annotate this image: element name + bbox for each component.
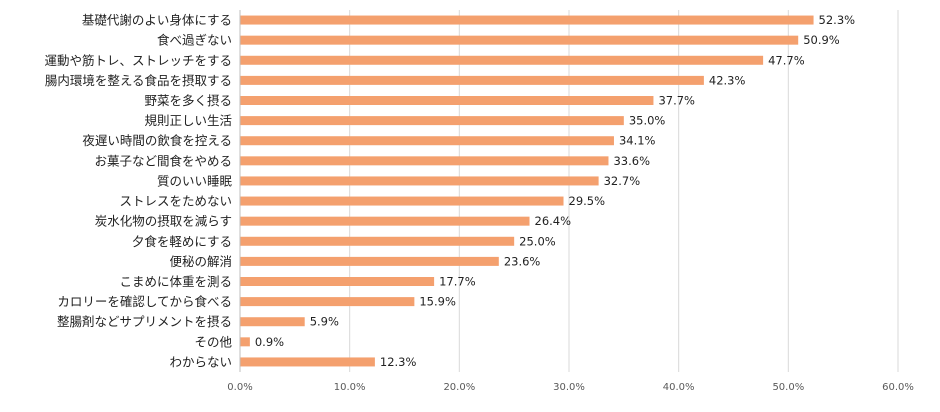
category-label: 食べ過ぎない [157,33,232,48]
bar [240,116,624,126]
x-tick-label: 40.0% [663,382,695,393]
gridlines [349,10,899,372]
category-label: 夕食を軽めにする [132,234,232,249]
category-label: 基礎代謝のよい身体にする [82,13,232,28]
bar-value-label: 29.5% [569,194,606,208]
category-labels: 基礎代謝のよい身体にする食べ過ぎない運動や筋トレ、ストレッチをする腸内環境を整え… [44,13,232,370]
bar [240,196,564,206]
category-label: 便秘の解消 [169,254,232,269]
bar [240,96,654,105]
x-tick-label: 0.0% [227,382,252,393]
category-label: ストレスをためない [119,194,232,209]
category-label: わからない [169,354,232,369]
category-label: その他 [194,334,232,349]
category-label: こまめに体重を測る [119,274,232,289]
bar-value-label: 33.6% [613,154,650,168]
bar-value-label: 0.9% [255,335,284,349]
category-label: カロリーを確認してから食べる [57,294,232,309]
bar-value-label: 34.1% [619,134,656,148]
bar-value-label: 42.3% [709,73,746,87]
category-label: 規則正しい生活 [144,113,232,128]
category-label: 質のいい睡眠 [157,173,233,188]
bar [240,75,704,85]
bar-value-label: 47.7% [768,53,805,67]
bar [240,136,614,146]
bar-value-label: 23.6% [504,254,541,268]
bar-value-label: 50.9% [803,33,840,47]
category-label: お菓子など間食をやめる [94,153,232,168]
category-label: 夜遅い時間の飲食を控える [82,133,232,148]
bar-value-label: 12.3% [380,355,417,369]
bar [240,317,305,327]
bars [240,15,814,367]
bar-value-label: 17.7% [439,275,476,289]
category-label: 野菜を多く摂る [144,93,232,108]
x-tick-label: 10.0% [334,382,366,393]
bar [240,55,764,65]
bar-value-label: 25.0% [519,234,556,248]
bar [240,156,609,166]
x-tick-label: 50.0% [772,382,804,393]
bar-value-label: 52.3% [819,13,856,27]
category-label: 整腸剤などサプリメントを摂る [57,314,232,329]
bar [240,176,599,186]
x-tick-labels: 0.0% 10.0% 20.0% 30.0% 40.0% 50.0% 60.0% [227,382,914,393]
bar [240,277,435,286]
bar [240,236,515,246]
x-tick-label: 20.0% [443,382,475,393]
category-label: 腸内環境を整える食品を摂取する [45,73,232,88]
bar [240,357,375,367]
x-tick-label: 30.0% [553,382,585,393]
bar-value-label: 32.7% [604,174,641,188]
bar-value-label: 15.9% [419,295,456,309]
x-tick-label: 60.0% [882,382,914,393]
bar [240,216,530,226]
bar [240,337,250,347]
bar-value-label: 37.7% [658,94,695,108]
value-labels: 52.3% 50.9% 47.7% 42.3% 37.7% 35.0% 34.1% 33.6%… [255,13,855,369]
bar [240,15,814,25]
bar-value-label: 35.0% [629,114,666,128]
bar-value-label: 5.9% [310,315,339,329]
bar [240,256,499,266]
category-label: 運動や筋トレ、ストレッチをする [44,53,232,68]
category-label: 炭水化物の摂取を減らす [95,214,232,229]
bar-value-label: 26.4% [535,214,572,228]
bar [240,297,415,307]
bar [240,35,799,45]
